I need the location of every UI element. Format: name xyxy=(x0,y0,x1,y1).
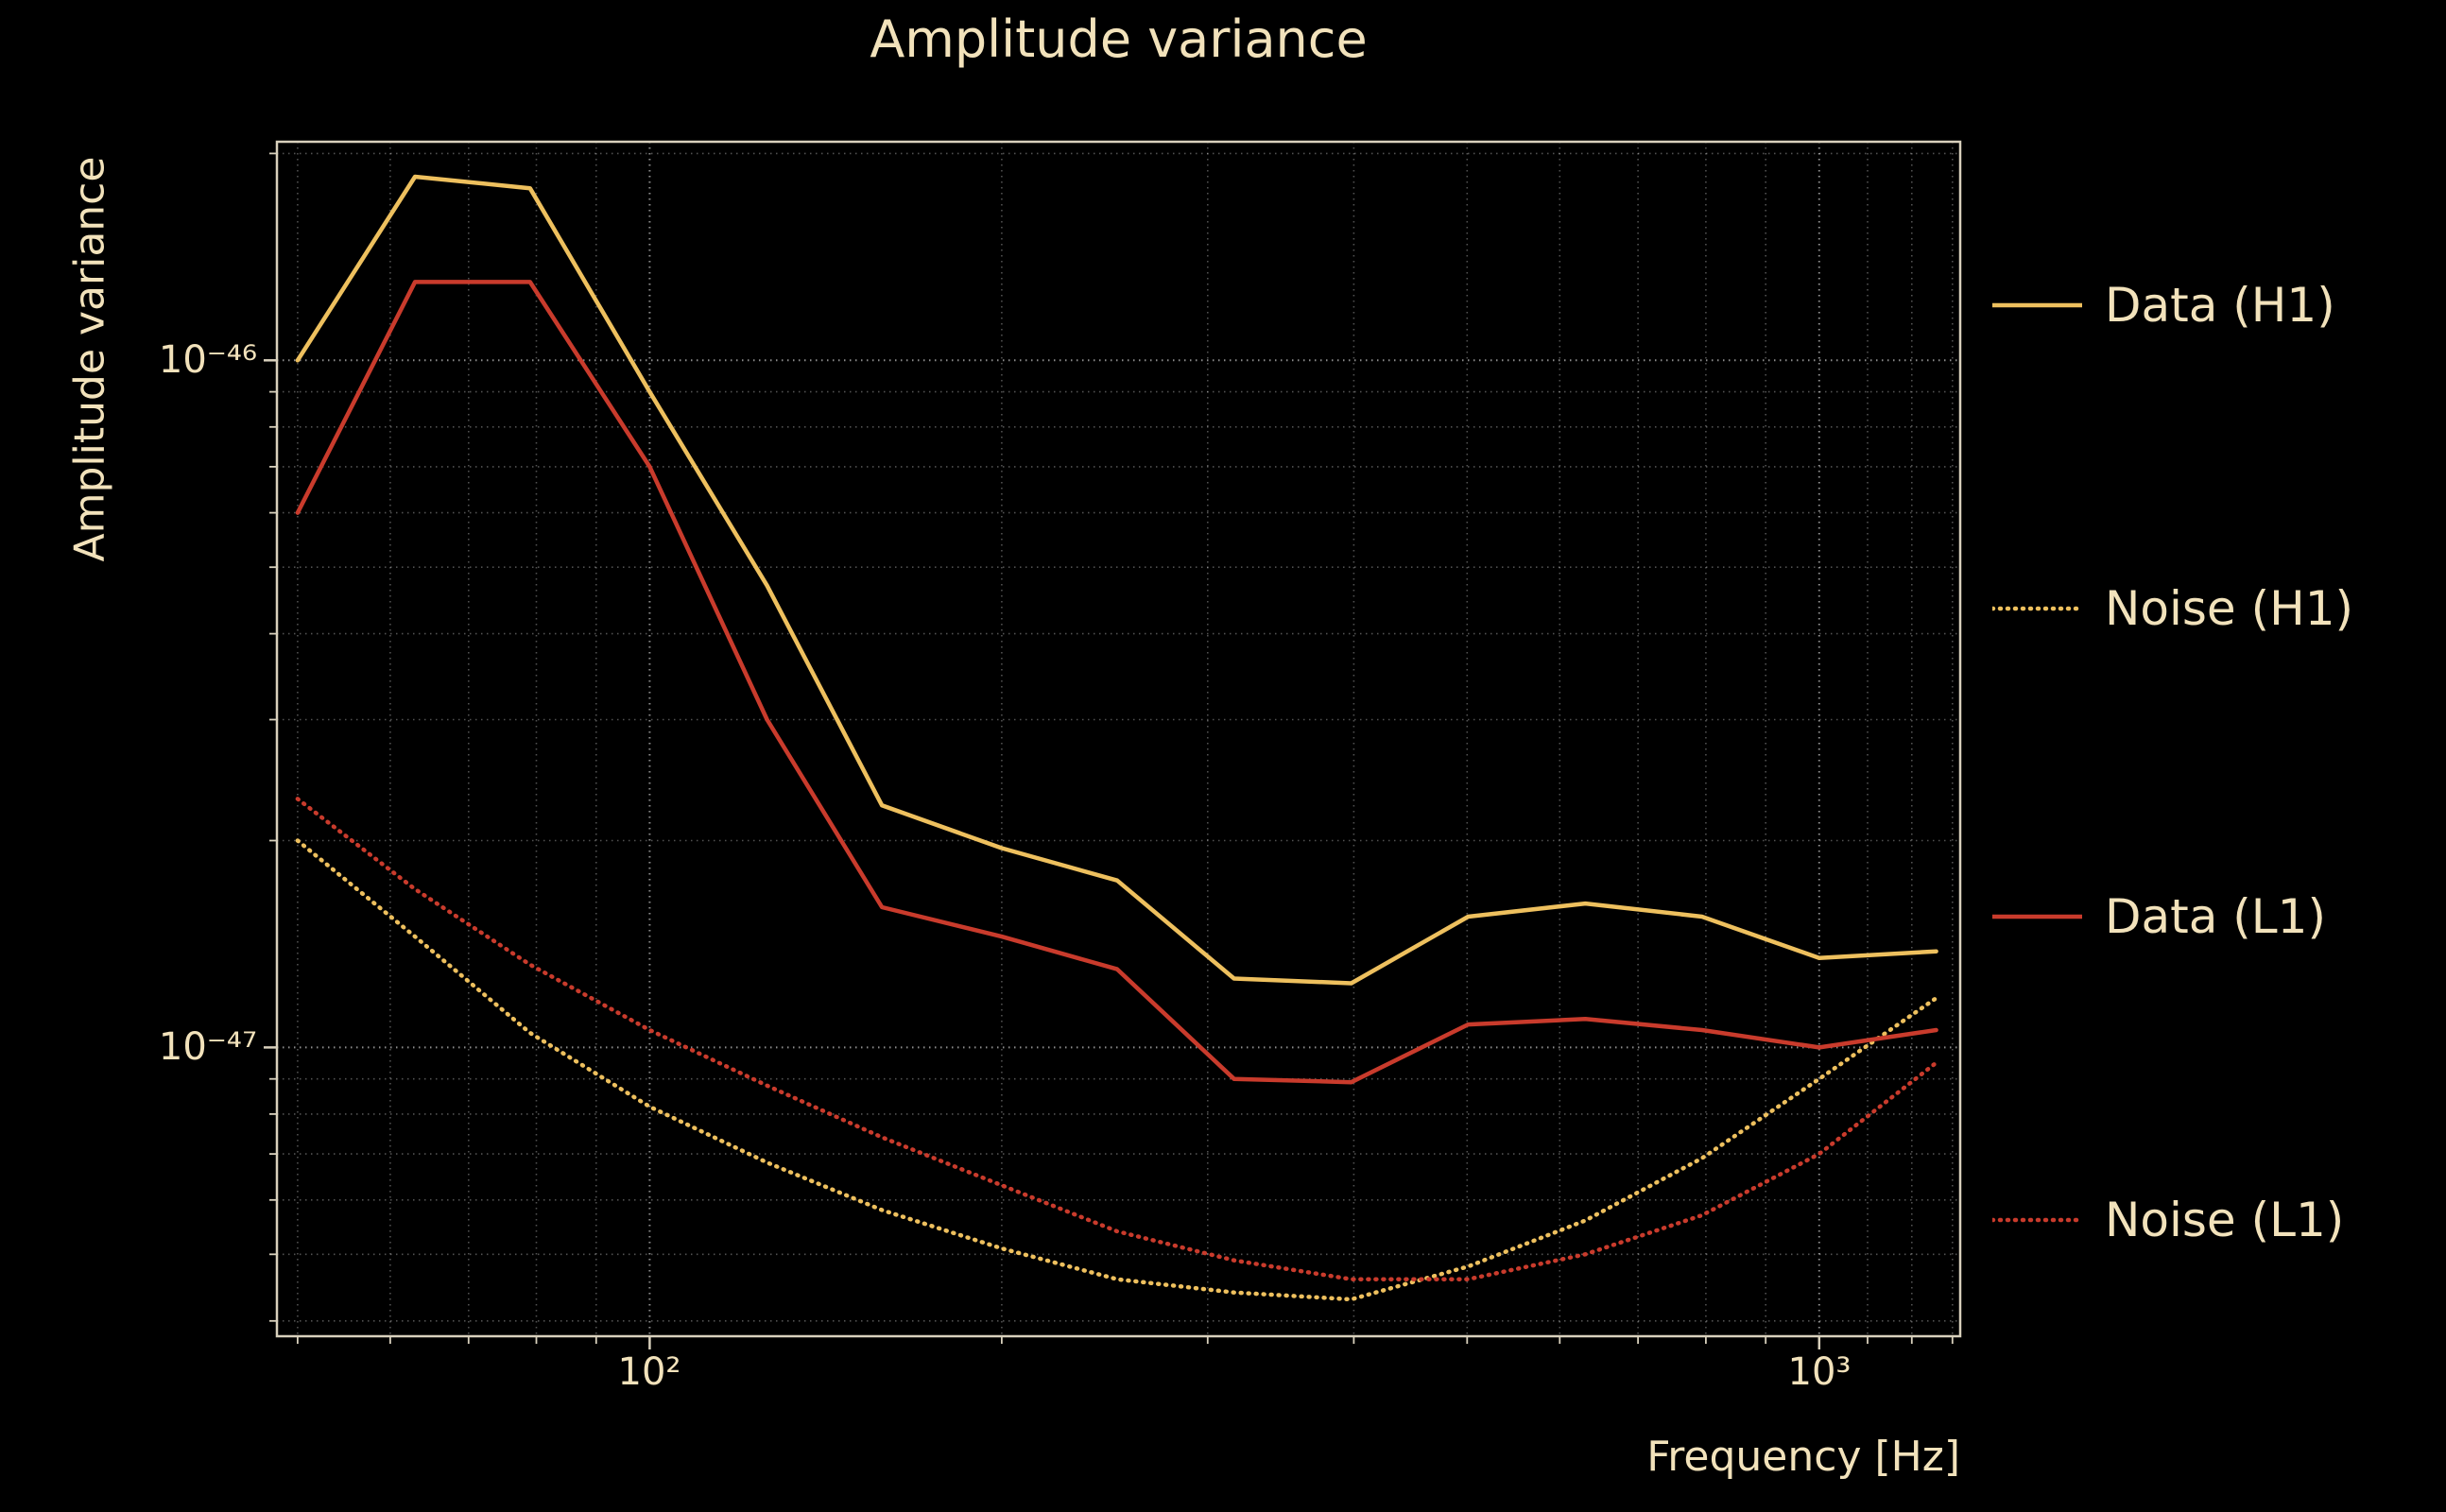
legend-label-data-h1: Data (H1) xyxy=(2105,278,2335,333)
legend-item-data-l1: Data (L1) xyxy=(1992,888,2326,945)
y-axis-label: Amplitude variance xyxy=(65,156,114,562)
legend-item-noise-h1: Noise (H1) xyxy=(1992,580,2353,637)
x-tick-label-100: 10² xyxy=(617,1350,681,1394)
plot-frame xyxy=(275,140,1962,1338)
legend-item-data-h1: Data (H1) xyxy=(1992,277,2335,334)
series-line-noise-l1 xyxy=(295,797,1938,1281)
grid-lines xyxy=(277,142,1960,1336)
series-lines xyxy=(295,174,1938,1302)
legend-label-data-l1: Data (L1) xyxy=(2105,889,2326,944)
series-line-noise-h1 xyxy=(295,838,1938,1302)
legend-line-sample-data-l1-icon xyxy=(1992,914,2082,919)
legend-label-noise-h1: Noise (H1) xyxy=(2105,581,2354,636)
x-axis-label: Frequency [Hz] xyxy=(1646,1433,1960,1481)
legend-item-noise-l1: Noise (L1) xyxy=(1992,1192,2344,1248)
y-tick-label-1e-46: 10⁻⁴⁶ xyxy=(158,338,257,382)
legend-line-sample-noise-l1-icon xyxy=(1992,1217,2082,1223)
series-line-data-l1 xyxy=(295,280,1938,1085)
x-tick-label-1000: 10³ xyxy=(1787,1350,1852,1394)
y-tick-label-1e-47: 10⁻⁴⁷ xyxy=(158,1025,257,1069)
series-line-data-h1 xyxy=(295,174,1938,986)
axis-ticks xyxy=(264,152,1954,1349)
legend-label-noise-l1: Noise (L1) xyxy=(2105,1193,2345,1247)
chart-title: Amplitude variance xyxy=(870,9,1368,69)
legend-line-sample-data-h1-icon xyxy=(1992,302,2082,308)
legend-line-sample-noise-h1-icon xyxy=(1992,606,2082,611)
